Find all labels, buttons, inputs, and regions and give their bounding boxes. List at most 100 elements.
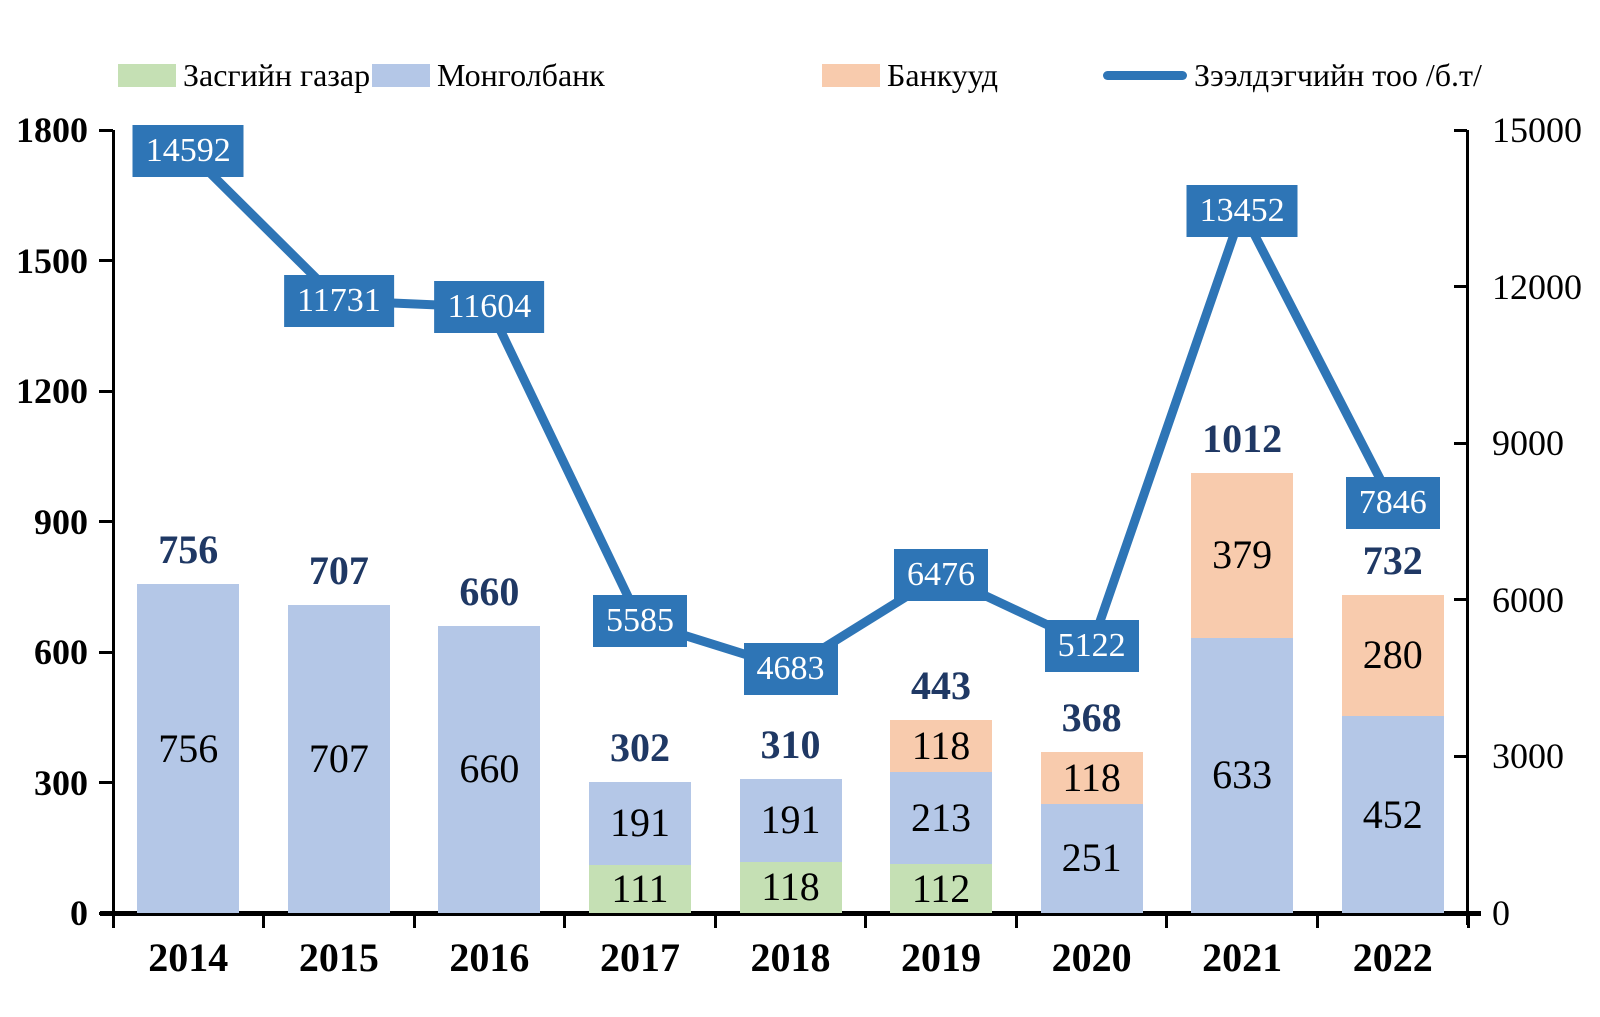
y-axis-right-tick bbox=[1454, 285, 1467, 289]
bar-total-label: 1012 bbox=[1202, 415, 1283, 461]
legend-color-swatch bbox=[822, 63, 880, 87]
y-axis-right-label: 15000 bbox=[1492, 110, 1582, 150]
y-axis-left-label: 300 bbox=[34, 762, 88, 803]
legend-label: Зээлдэгчийн тоо /б.т/ bbox=[1194, 56, 1482, 93]
y-axis-right-line bbox=[1466, 130, 1469, 925]
bar-segment bbox=[588, 781, 691, 865]
y-axis-right-tick bbox=[1454, 128, 1467, 132]
x-axis-tick bbox=[713, 910, 717, 928]
legend-item: Зээлдэгчийн тоо /б.т/ bbox=[1103, 52, 1482, 98]
bar-total-label: 443 bbox=[911, 663, 972, 709]
x-axis-category-label: 2019 bbox=[901, 935, 982, 980]
legend-label: Монголбанк bbox=[437, 56, 605, 93]
y-axis-left-tick bbox=[99, 911, 113, 915]
x-axis-tick bbox=[412, 910, 416, 928]
x-axis-tick bbox=[262, 910, 266, 928]
x-axis-category-label: 2021 bbox=[1202, 935, 1283, 980]
y-axis-right-label: 3000 bbox=[1492, 736, 1564, 777]
bar-segment bbox=[739, 861, 842, 913]
x-axis-tick bbox=[1315, 910, 1319, 928]
legend-item: Засгийн газар bbox=[118, 52, 370, 98]
y-axis-left-tick bbox=[99, 650, 113, 654]
y-axis-left-label: 1500 bbox=[16, 240, 88, 281]
legend-label: Засгийн газар bbox=[183, 56, 371, 93]
y-axis-right-label: 9000 bbox=[1492, 423, 1564, 464]
line-value-label: 11731 bbox=[283, 274, 394, 327]
bar-total-label: 368 bbox=[1061, 695, 1122, 741]
y-axis-left-tick bbox=[99, 128, 113, 132]
bar-segment-label: 633 bbox=[1212, 752, 1273, 798]
x-axis-category-label: 2014 bbox=[148, 935, 229, 980]
line-value-label: 6476 bbox=[894, 548, 989, 601]
y-axis-right-tick bbox=[1454, 441, 1467, 445]
y-axis-left-label: 900 bbox=[34, 501, 88, 542]
x-axis-category-label: 2015 bbox=[298, 935, 379, 980]
bar-total-label: 302 bbox=[609, 724, 670, 770]
line-value-label: 13452 bbox=[1186, 184, 1298, 237]
y-axis-right-tick bbox=[1454, 598, 1467, 602]
bar-total-label: 756 bbox=[158, 527, 219, 573]
line-value-label: 7846 bbox=[1345, 477, 1440, 530]
x-axis-line bbox=[100, 910, 1481, 916]
legend-color-swatch bbox=[372, 63, 430, 87]
bar-segment bbox=[890, 720, 993, 772]
bar-segment-label: 118 bbox=[761, 864, 820, 910]
legend-item: Банкууд bbox=[822, 52, 998, 98]
y-axis-left-tick bbox=[99, 259, 113, 262]
bar-segment bbox=[1191, 637, 1294, 913]
bar-segment bbox=[1040, 803, 1143, 913]
y-axis-right-label: 6000 bbox=[1492, 579, 1564, 620]
y-axis-right-label: 12000 bbox=[1492, 266, 1582, 307]
legend-color-swatch bbox=[118, 63, 176, 87]
y-axis-left-label: 600 bbox=[34, 632, 88, 672]
x-axis-category-label: 2018 bbox=[750, 935, 831, 980]
bar-segment-label: 707 bbox=[308, 736, 369, 782]
y-axis-left-label: 1800 bbox=[16, 110, 88, 150]
y-axis-right-tick bbox=[1454, 911, 1467, 915]
y-axis-right-tick bbox=[1454, 754, 1467, 758]
bar-segment-label: 452 bbox=[1362, 791, 1423, 837]
bar-segment bbox=[739, 778, 842, 862]
y-axis-left-line bbox=[111, 130, 115, 925]
bar-segment bbox=[890, 864, 993, 913]
x-axis-tick bbox=[864, 910, 868, 928]
line-value-label: 14592 bbox=[132, 125, 244, 178]
line-value-label: 5122 bbox=[1044, 619, 1139, 672]
bar-segment bbox=[890, 771, 993, 865]
bar-segment-label: 213 bbox=[911, 794, 972, 840]
bar-segment-label: 111 bbox=[611, 865, 669, 911]
y-axis-left-label: 0 bbox=[70, 893, 88, 933]
bar-total-label: 310 bbox=[760, 721, 821, 767]
bar-segment bbox=[588, 864, 691, 913]
x-axis-tick bbox=[1466, 910, 1470, 928]
bar-segment-label: 118 bbox=[1062, 755, 1121, 801]
line-value-label: 11604 bbox=[434, 281, 545, 334]
x-axis-category-label: 2017 bbox=[599, 935, 680, 980]
x-axis-tick bbox=[111, 910, 115, 928]
bar-total-label: 732 bbox=[1362, 537, 1423, 583]
bar-segment-label: 280 bbox=[1362, 632, 1423, 678]
x-axis-tick bbox=[563, 910, 567, 928]
bar-segment bbox=[438, 625, 541, 913]
bar-segment-label: 118 bbox=[911, 722, 971, 768]
x-axis-category-label: 2016 bbox=[449, 935, 530, 980]
bar-segment bbox=[1341, 716, 1444, 913]
bar-segment-label: 112 bbox=[911, 865, 971, 911]
y-axis-left-tick bbox=[99, 781, 113, 784]
line-value-label: 5585 bbox=[592, 595, 687, 648]
bar-segment-label: 251 bbox=[1061, 835, 1122, 881]
x-axis-category-label: 2020 bbox=[1051, 935, 1132, 980]
bar-segment bbox=[1040, 752, 1143, 804]
y-axis-left-label: 1200 bbox=[16, 371, 88, 411]
bar-total-label: 707 bbox=[308, 548, 369, 594]
bar-segment-label: 191 bbox=[609, 800, 670, 846]
legend-label: Банкууд bbox=[887, 56, 999, 93]
bar-segment-label: 756 bbox=[158, 725, 219, 771]
x-axis-tick bbox=[1014, 910, 1018, 928]
y-axis-right-label: 0 bbox=[1492, 893, 1510, 933]
bar-total-label: 660 bbox=[459, 568, 520, 614]
y-axis-left-tick bbox=[99, 520, 113, 523]
legend-line-swatch bbox=[1103, 70, 1187, 80]
y-axis-left-tick bbox=[99, 389, 113, 393]
